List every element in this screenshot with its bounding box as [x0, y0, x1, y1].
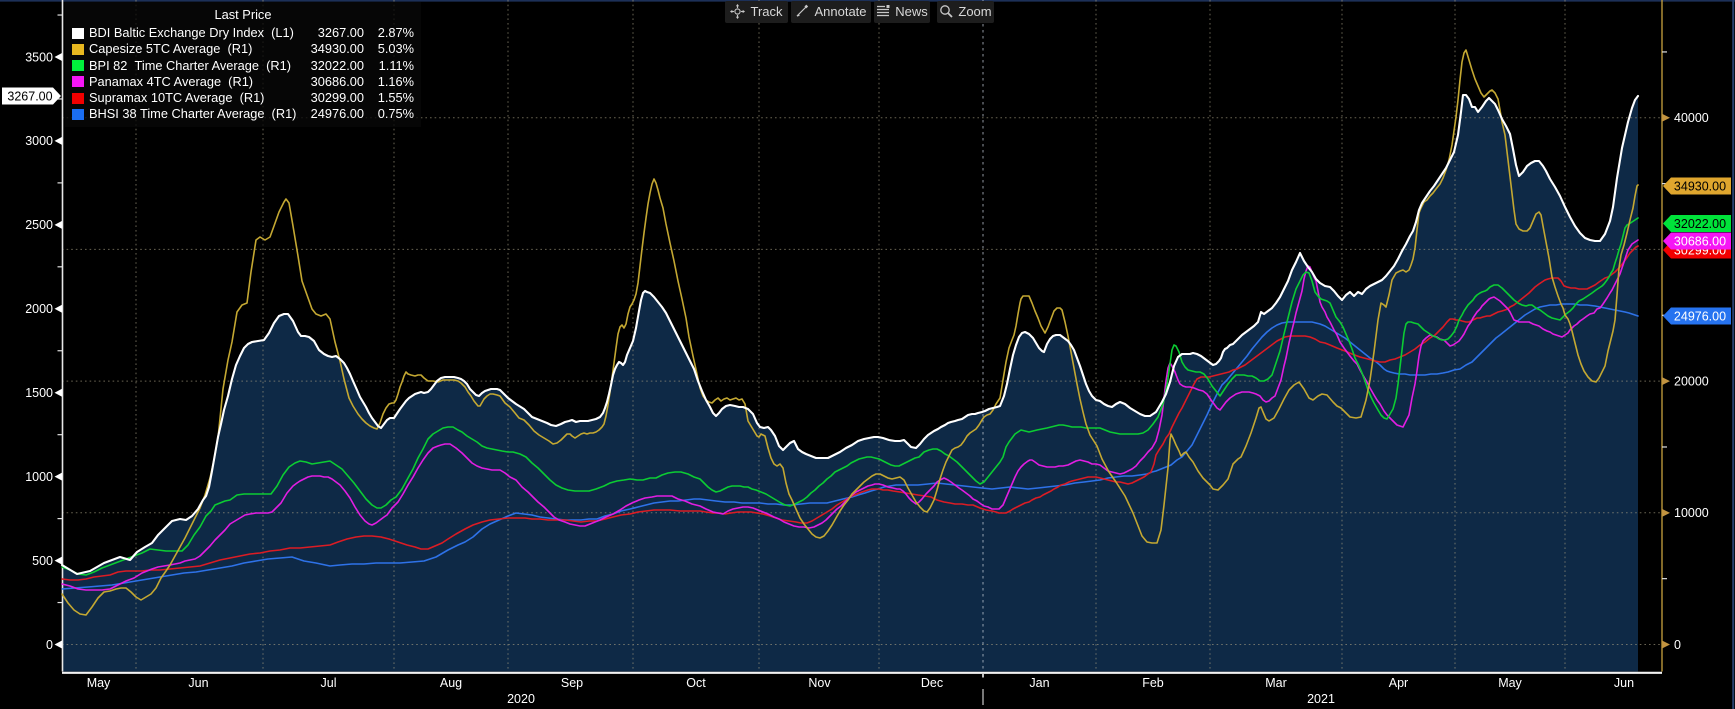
svg-text:10000: 10000 — [1674, 506, 1709, 520]
svg-text:40000: 40000 — [1674, 111, 1709, 125]
svg-text:Jun: Jun — [1614, 676, 1634, 690]
svg-text:2000: 2000 — [25, 302, 53, 316]
svg-text:1000: 1000 — [25, 470, 53, 484]
svg-text:2020: 2020 — [507, 692, 535, 706]
svg-text:3267.00: 3267.00 — [7, 89, 52, 103]
svg-text:Aug: Aug — [440, 676, 462, 690]
svg-text:1500: 1500 — [25, 386, 53, 400]
svg-text:3500: 3500 — [25, 50, 53, 64]
svg-text:500: 500 — [32, 554, 53, 568]
svg-text:Nov: Nov — [808, 676, 831, 690]
svg-text:Jun: Jun — [188, 676, 208, 690]
svg-text:30686.00: 30686.00 — [1674, 234, 1726, 248]
svg-text:Mar: Mar — [1265, 676, 1287, 690]
svg-text:Oct: Oct — [686, 676, 706, 690]
svg-text:0: 0 — [46, 638, 53, 652]
svg-text:2500: 2500 — [25, 218, 53, 232]
svg-text:Jan: Jan — [1029, 676, 1049, 690]
svg-text:May: May — [1498, 676, 1522, 690]
svg-text:34930.00: 34930.00 — [1674, 179, 1726, 193]
svg-text:24976.00: 24976.00 — [1674, 309, 1726, 323]
svg-text:20000: 20000 — [1674, 374, 1709, 388]
svg-text:Jul: Jul — [321, 676, 337, 690]
svg-text:2021: 2021 — [1307, 692, 1335, 706]
svg-text:0: 0 — [1674, 638, 1681, 652]
svg-text:Apr: Apr — [1389, 676, 1408, 690]
svg-text:Dec: Dec — [921, 676, 943, 690]
svg-text:May: May — [87, 676, 111, 690]
svg-text:3000: 3000 — [25, 134, 53, 148]
svg-text:32022.00: 32022.00 — [1674, 217, 1726, 231]
svg-text:Sep: Sep — [561, 676, 583, 690]
svg-text:Feb: Feb — [1142, 676, 1164, 690]
